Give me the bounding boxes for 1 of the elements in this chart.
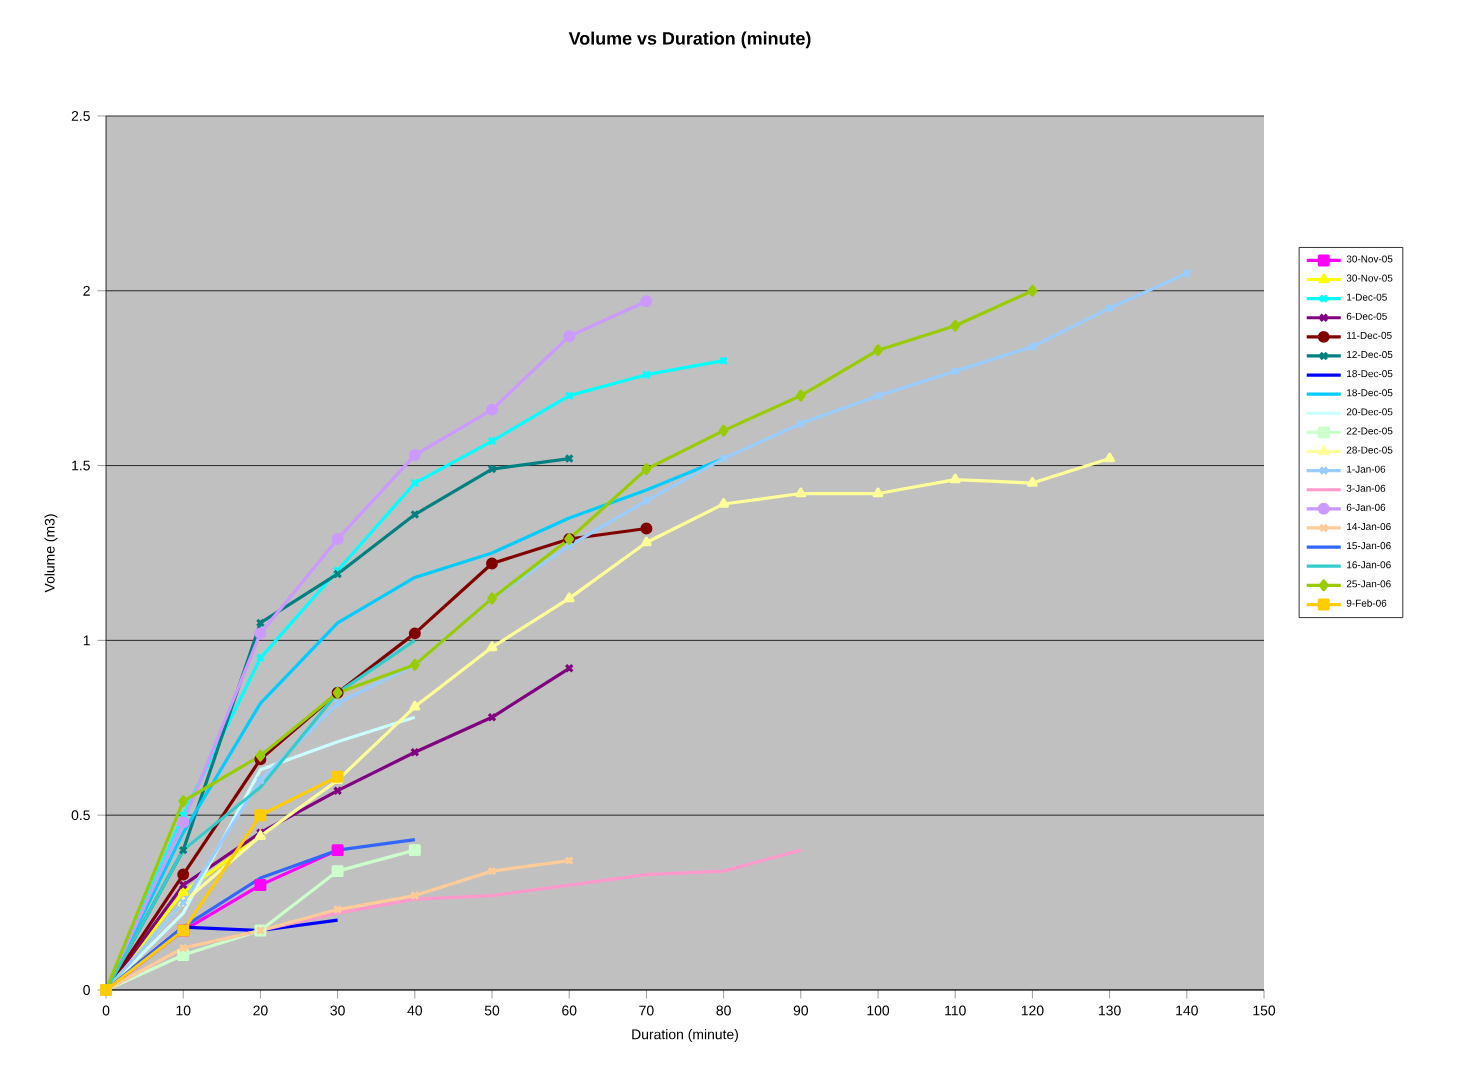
chart-title: Volume vs Duration (minute): [568, 31, 811, 49]
